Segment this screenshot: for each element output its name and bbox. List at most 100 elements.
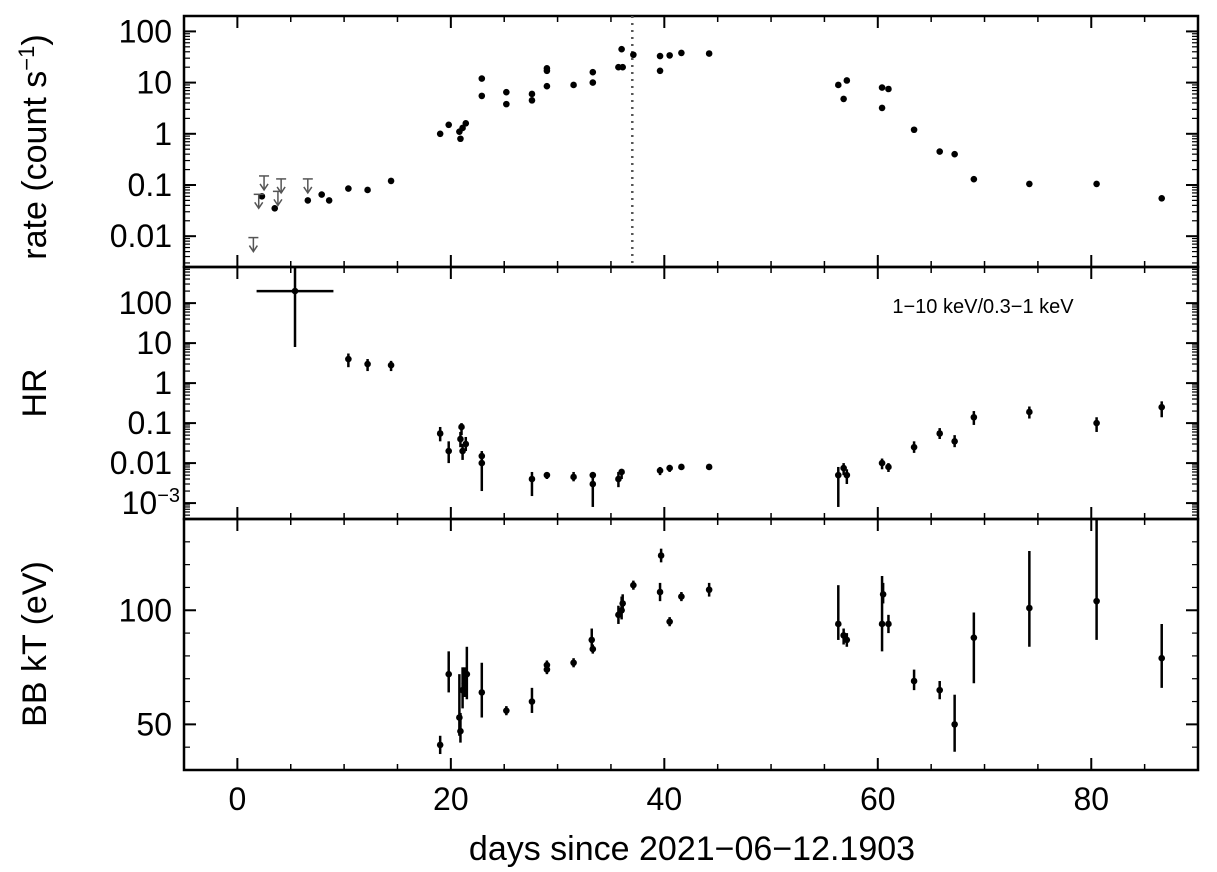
kt-data-point [1093, 597, 1100, 605]
hr-data-point [1026, 408, 1033, 416]
rate-data-point [345, 185, 352, 192]
rate-data-point [656, 52, 664, 60]
rate-upper-limit-arrow [248, 236, 259, 253]
rate-data-point [457, 135, 464, 143]
rate-panel: 100 10 1 0.1 0.01 [110, 13, 1200, 269]
rate-data-point [503, 100, 510, 108]
rate-data-point [618, 45, 625, 53]
kt-data-point [678, 593, 685, 600]
kt-data-point [615, 611, 622, 619]
kt-data-point [666, 618, 673, 625]
rate-y-tick-label: 100 [119, 13, 172, 49]
rate-data-point [462, 120, 470, 127]
rate-upper-limit-arrow [302, 178, 313, 195]
hr-data-point [1093, 419, 1100, 427]
kt-data-point [630, 581, 637, 589]
kt-data-point [588, 636, 596, 644]
rate-panel-ylabel-main: rate (count s [16, 71, 54, 260]
hr-data-point [570, 473, 577, 481]
kt-data-point [1158, 654, 1166, 662]
kt-y-tick-label: 100 [119, 592, 172, 628]
hr-panel-ylabel: HR [16, 368, 54, 417]
rate-data-point [364, 186, 371, 194]
hr-data-point [615, 475, 622, 483]
kt-data-point [436, 741, 444, 749]
rate-y-tick-label: 10 [136, 65, 172, 101]
rate-data-point [885, 85, 892, 93]
kt-data-point [970, 634, 978, 641]
kt-data-point [457, 727, 464, 735]
hr-y-tick-label: 100 [119, 285, 172, 321]
rate-upper-limit-arrow [253, 193, 264, 210]
kt-data-point [843, 636, 851, 644]
rate-upper-limit-arrow [259, 175, 270, 192]
kt-data-point [885, 620, 892, 628]
rate-data-point [630, 51, 637, 59]
kt-data-point [570, 659, 577, 667]
rate-data-point [503, 88, 510, 96]
hr-data-point [970, 413, 978, 421]
rate-data-point [666, 52, 673, 59]
kt-data-point [445, 670, 453, 678]
rate-data-point [543, 82, 551, 90]
kt-data-point [936, 686, 943, 694]
rate-panel-ylabel: rate (count s−1) [14, 34, 54, 259]
rate-data-point [543, 67, 551, 75]
kt-frame [182, 517, 1200, 772]
hr-y-tick-label: 10 [136, 325, 172, 361]
hr-data-point [528, 475, 536, 483]
hr-data-point [656, 467, 664, 474]
rate-data-point [589, 79, 597, 86]
x-axis-title: days since 2021−06−12.1903 [469, 830, 915, 868]
rate-data-point [304, 197, 312, 204]
kt-data-point [463, 670, 471, 678]
hr-data-point [436, 430, 444, 437]
rate-data-point [570, 81, 577, 89]
rate-upper-limit-head [273, 198, 283, 207]
rate-data-point [1093, 180, 1100, 188]
hr-data-point [678, 463, 685, 471]
kt-data-point [951, 721, 958, 728]
rate-data-point [528, 90, 536, 98]
hr-y-tick-label: 10−3 [122, 485, 180, 521]
x-tick-label: 80 [1073, 781, 1109, 817]
hr-data-point [387, 361, 395, 369]
rate-data-point [436, 130, 444, 138]
kt-data-point [1026, 604, 1033, 612]
rate-data-point [318, 191, 325, 198]
hr-data-point [589, 471, 597, 479]
rate-data-point [271, 205, 279, 212]
hr-data-point [589, 480, 597, 488]
hr-data-point [951, 438, 958, 445]
rate-panel-ylabel-close: ) [16, 34, 54, 45]
hr-data-point [666, 464, 673, 472]
rate-data-point [325, 197, 333, 204]
rate-y-tick-label: 1 [154, 116, 172, 152]
kt-data-point [528, 698, 536, 705]
rate-data-point [1026, 180, 1033, 188]
hr-data-point [458, 423, 465, 431]
kt-data-point [910, 677, 918, 685]
rate-data-point [834, 81, 842, 89]
kt-y-tick-label: 50 [136, 706, 172, 742]
hr-data-point [478, 459, 486, 467]
hr-y-tick-label: 0.1 [128, 405, 172, 441]
hr-data-point [705, 463, 713, 471]
rate-data-point [843, 77, 851, 84]
kt-data-point [543, 661, 551, 669]
hr-data-point [910, 443, 918, 451]
kt-data-point [840, 632, 847, 639]
rate-frame [182, 14, 1200, 269]
hr-data-point [840, 464, 847, 472]
hr-data-point [543, 471, 551, 479]
kt-data-point [656, 588, 664, 596]
x-tick-label: 40 [647, 781, 683, 817]
rate-data-point [705, 50, 713, 57]
rate-data-point [1158, 194, 1166, 202]
rate-upper-limit-head [259, 183, 269, 192]
hr-data-point [291, 287, 299, 295]
kt-data-point [619, 600, 626, 607]
rate-data-point [878, 84, 886, 91]
rate-data-point [656, 67, 664, 75]
